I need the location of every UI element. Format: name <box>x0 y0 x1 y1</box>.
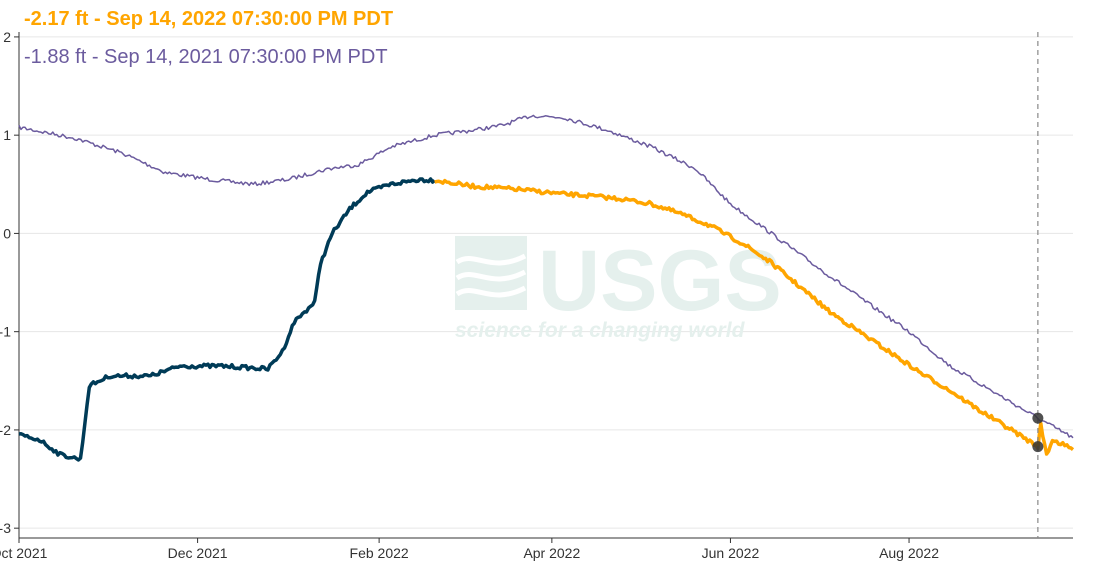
provisional-series-line <box>434 178 1075 456</box>
compare-series-line <box>18 114 1074 439</box>
x-tick-label: Jun 2022 <box>702 545 760 561</box>
usgs-wave-logo-icon <box>455 236 527 310</box>
series-lines <box>18 114 1075 462</box>
approved-series-line <box>18 177 436 462</box>
axes: 2 1 0 -1 -2 -3 Oct 2021 Dec 2021 Feb 2022 Apr 202… <box>0 29 1073 561</box>
y-tick-label: 0 <box>3 225 11 241</box>
y-tick-label: -3 <box>0 520 11 536</box>
usgs-watermark: USGS science for a changing world <box>455 233 782 342</box>
usgs-logo-text: USGS <box>538 233 782 329</box>
cursor-point-marker <box>1032 441 1044 453</box>
y-tick-label: 1 <box>3 127 11 143</box>
x-tick-label: Apr 2022 <box>523 545 580 561</box>
compare-value-tooltip: -1.88 ft - Sep 14, 2021 07:30:00 PM PDT <box>24 46 388 68</box>
y-tick-label: 2 <box>3 29 11 45</box>
current-value-tooltip: -2.17 ft - Sep 14, 2022 07:30:00 PM PDT <box>24 8 394 30</box>
usgs-tagline: science for a changing world <box>455 319 746 342</box>
y-tick-label: -2 <box>0 422 11 438</box>
x-tick-label: Feb 2022 <box>350 545 409 561</box>
grid-lines <box>19 36 1073 529</box>
x-tick-label: Aug 2022 <box>879 545 939 561</box>
x-tick-label: Dec 2021 <box>168 545 228 561</box>
y-tick-label: -1 <box>0 324 11 340</box>
x-tick-label: Oct 2021 <box>0 545 48 561</box>
cursor <box>1032 32 1044 538</box>
cursor-point-marker <box>1032 412 1044 424</box>
